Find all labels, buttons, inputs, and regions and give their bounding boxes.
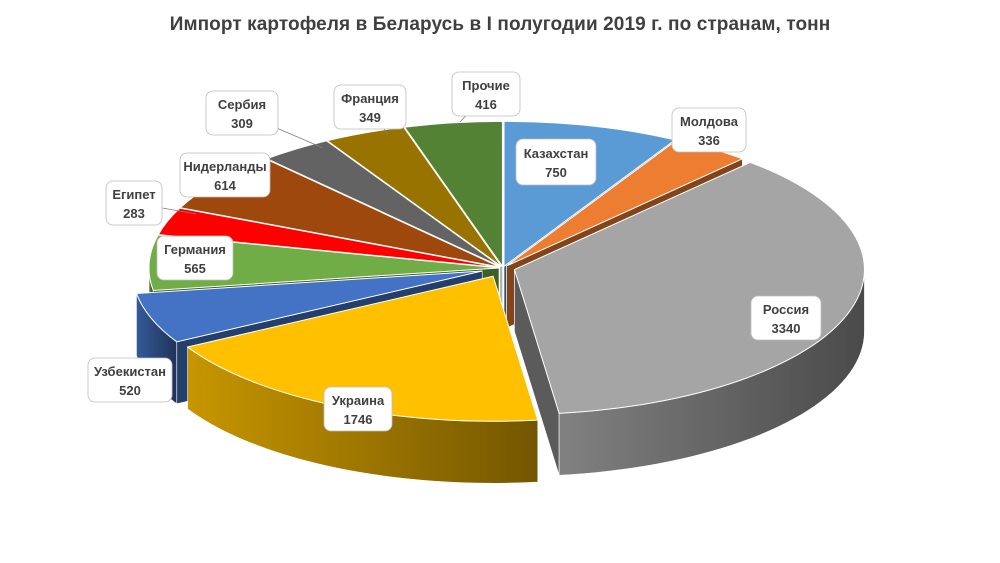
label-box <box>105 180 163 226</box>
label-box <box>333 84 407 130</box>
slice-value-label: 1746 <box>344 412 373 427</box>
data-label-Сербия: Сербия 309 <box>205 90 324 149</box>
slice-value-label: 283 <box>123 206 145 221</box>
data-label-Прочие: Прочие 416 <box>451 71 521 123</box>
data-label-Египет: Египет 283 <box>105 180 197 226</box>
label-box <box>323 386 393 432</box>
slice-name-label: Казахстан <box>524 146 589 161</box>
slice-name-label: Франция <box>341 91 399 106</box>
slice-name-label: Узбекистан <box>94 364 166 379</box>
pie-label-layer: Казахстан 750 Молдова 336 Россия 3340 Украина 1… <box>87 71 822 432</box>
pie-slice-Россия <box>513 161 865 414</box>
slice-value-label: 520 <box>119 383 141 398</box>
label-box <box>156 235 234 281</box>
label-box <box>451 71 521 117</box>
slice-value-label: 336 <box>698 133 720 148</box>
slice-name-label: Украина <box>332 393 385 408</box>
label-box <box>671 107 747 153</box>
slice-value-label: 349 <box>359 110 381 125</box>
data-label-Узбекистан: Узбекистан 520 <box>87 357 173 403</box>
slice-name-label: Сербия <box>218 97 266 112</box>
slice-name-label: Нидерланды <box>183 159 266 174</box>
slice-name-label: Германия <box>164 242 226 257</box>
label-box <box>515 138 597 186</box>
data-label-Россия: Россия 3340 <box>750 295 822 341</box>
slice-name-label: Египет <box>112 187 155 202</box>
pie-slice-Прочие <box>403 120 503 268</box>
chart-title: Импорт картофеля в Беларусь в I полугоди… <box>169 14 831 35</box>
pie-slice-Германия <box>148 234 500 291</box>
label-box <box>179 152 271 198</box>
label-box <box>87 357 173 403</box>
pie-top-layer <box>135 120 865 422</box>
label-box <box>205 90 279 136</box>
pie-slice-Египет <box>157 207 500 268</box>
slice-name-label: Россия <box>763 302 809 317</box>
data-label-Украина: Украина 1746 <box>323 386 393 432</box>
slice-value-label: 3340 <box>772 321 801 336</box>
slice-value-label: 416 <box>475 97 497 112</box>
data-label-Франция: Франция 349 <box>333 84 407 136</box>
data-label-Нидерланды: Нидерланды 614 <box>179 152 271 198</box>
slice-name-label: Прочие <box>462 78 510 93</box>
slice-value-label: 565 <box>184 261 206 276</box>
pie-slice-Узбекистан <box>135 270 483 343</box>
slice-value-label: 309 <box>231 116 253 131</box>
slice-value-label: 750 <box>545 165 567 180</box>
slice-value-label: 614 <box>214 178 236 193</box>
data-label-Германия: Германия 565 <box>156 235 234 281</box>
data-label-Молдова: Молдова 336 <box>671 107 747 153</box>
label-box <box>750 295 822 341</box>
slice-name-label: Молдова <box>680 114 739 129</box>
data-label-Казахстан: Казахстан 750 <box>515 138 597 186</box>
